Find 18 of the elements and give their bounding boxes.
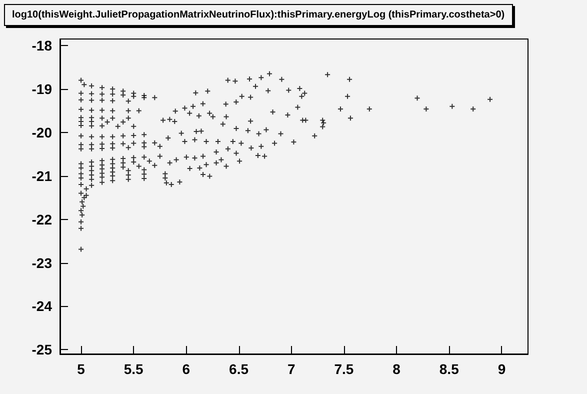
x-tick-label: 8 (392, 361, 401, 377)
x-tick-label: 9 (498, 361, 506, 377)
x-tick-label: 6.5 (229, 361, 249, 377)
y-tick-label: -20 (32, 124, 52, 140)
y-tick-label: -21 (32, 168, 52, 184)
x-tick-label: 5 (77, 361, 86, 377)
y-tick-label: -25 (32, 342, 52, 358)
y-tick-label: -24 (32, 298, 52, 314)
x-tick-label: 7.5 (334, 361, 354, 377)
x-tick-label: 5.5 (124, 361, 144, 377)
x-tick-label: 6 (182, 361, 190, 377)
y-tick-label: -22 (32, 211, 52, 228)
y-tick-label: -19 (32, 80, 52, 97)
chart-title: log10(thisWeight.JulietPropagationMatrixNeutrinoFlux):thisPrimary.energyLog (thisPrimary.costheta>0) (12, 10, 505, 20)
y-tick-label: -18 (32, 38, 52, 54)
x-tick-label: 8.5 (439, 361, 460, 377)
y-tick-label: -23 (32, 254, 52, 271)
x-tick-label: 7 (287, 361, 296, 377)
